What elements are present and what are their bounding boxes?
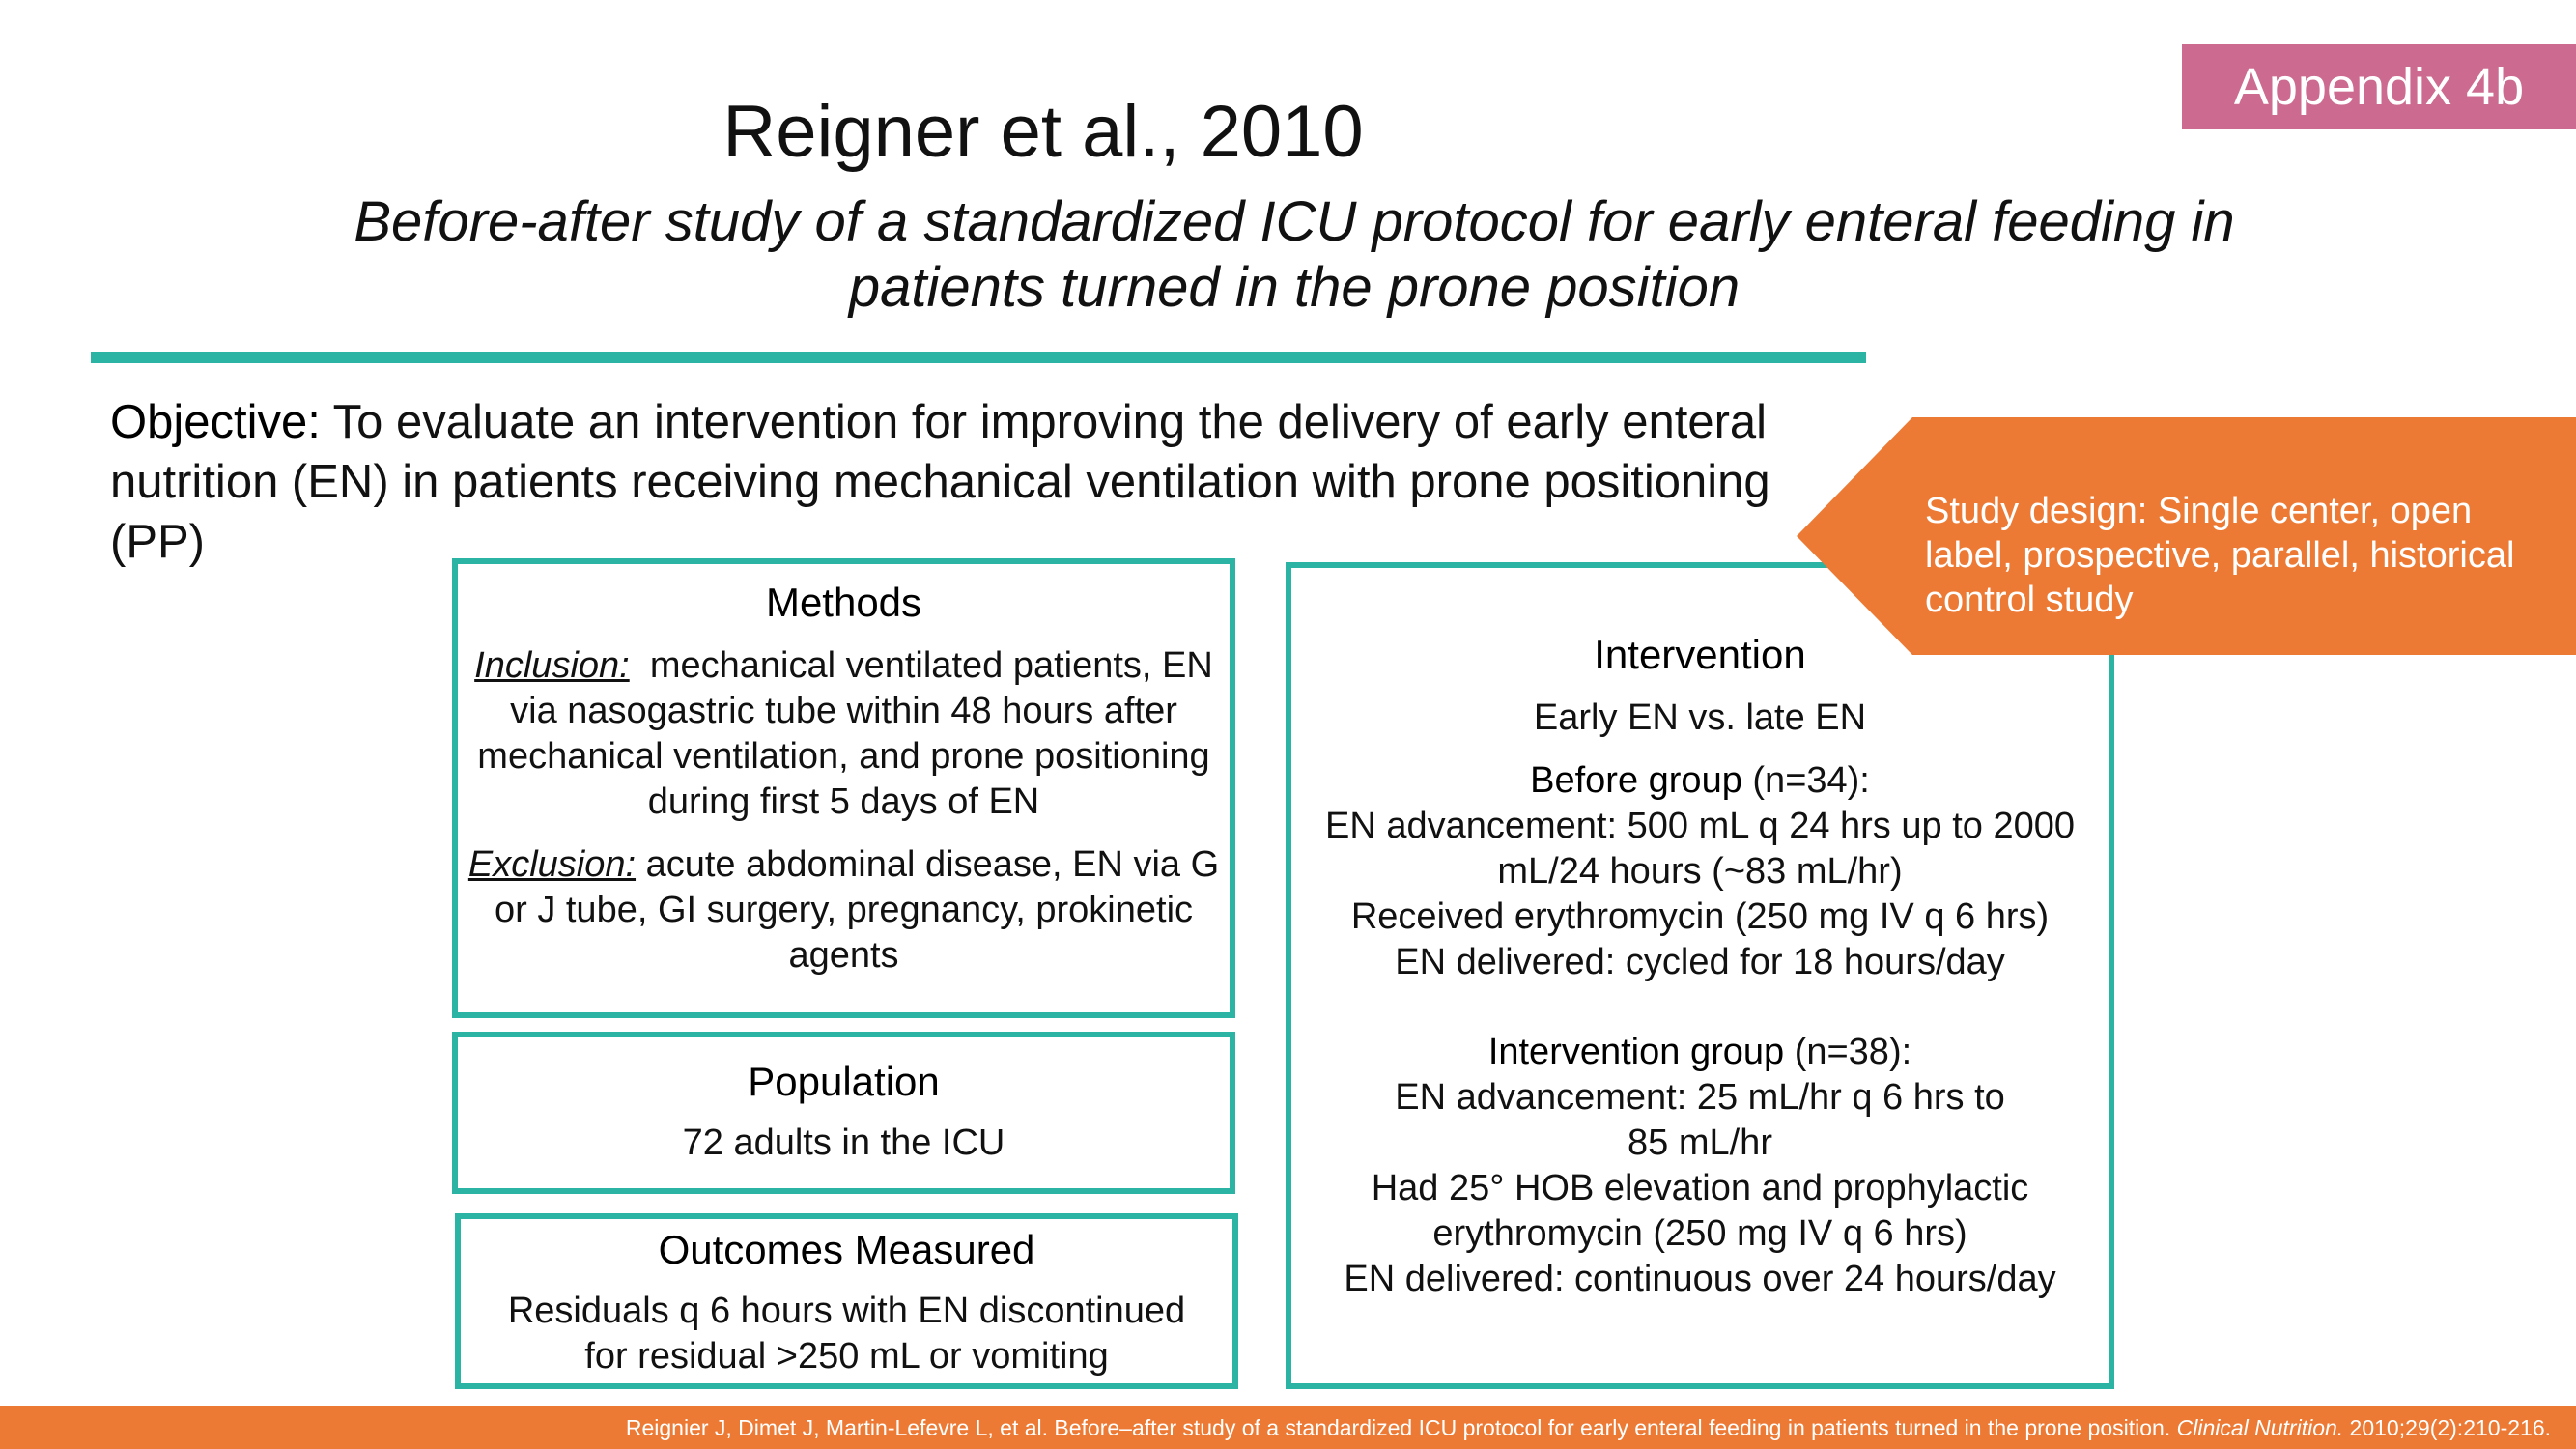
before-line: EN delivered: cycled for 18 hours/day [1395, 942, 2005, 982]
intervention-comparison: Early EN vs. late EN [1533, 697, 1867, 738]
study-design-label: Study design [1925, 491, 2137, 531]
intervention-line: EN delivered: continuous over 24 hours/d… [1344, 1259, 2056, 1299]
page-title: Reigner et al., 2010 [722, 91, 1364, 173]
intervention-heading: Intervention [1594, 632, 1806, 677]
study-design-arrow [1797, 417, 2576, 655]
outcomes-line-1: Residuals q 6 hours with EN discontinued [507, 1291, 1186, 1331]
intervention-box: Intervention Early EN vs. late EN Before… [1286, 562, 2114, 1389]
subtitle-line-1: Before-after study of a standardized ICU… [354, 190, 2235, 253]
outcomes-box: Outcomes Measured Residuals q 6 hours wi… [455, 1213, 1238, 1389]
population-box: Population 72 adults in the ICU [452, 1032, 1235, 1194]
objective-body: To evaluate an intervention for improvin… [110, 396, 1770, 568]
citation-details: 2010;29(2):210-216. [2343, 1415, 2551, 1440]
citation-footer: Reignier J, Dimet J, Martin-Lefevre L, e… [0, 1406, 2576, 1449]
intervention-line: EN advancement: 25 mL/hr q 6 hrs to [1395, 1077, 2005, 1118]
intervention-group-n: (n=38): [1784, 1032, 1912, 1072]
title-divider [91, 352, 1866, 363]
before-line: Received erythromycin (250 mg IV q 6 hrs… [1350, 896, 2050, 937]
intervention-group-label: Intervention group [1487, 1032, 1785, 1072]
subtitle-line-2: patients turned in the prone position [848, 256, 1741, 319]
study-design-text: Study design: Single center, open label,… [1925, 489, 2553, 622]
exclusion-criteria: Exclusion: acute abdominal disease, EN v… [458, 842, 1230, 979]
citation-journal: Clinical Nutrition. [2176, 1415, 2344, 1440]
objective-label: Objective: [110, 396, 321, 448]
intervention-line: Had 25° HOB elevation and prophylactic [1371, 1168, 2029, 1208]
outcomes-heading: Outcomes Measured [658, 1227, 1035, 1272]
inclusion-text: mechanical ventilated patients, EN via n… [477, 645, 1224, 822]
outcomes-line-2: for residual >250 mL or vomiting [584, 1336, 1109, 1377]
citation-text: Reignier J, Dimet J, Martin-Lefevre L, e… [625, 1415, 2177, 1440]
page-subtitle: Before-after study of a standardized ICU… [193, 189, 2395, 321]
before-group-n: (n=34): [1741, 760, 1870, 801]
intervention-line: 85 mL/hr [1628, 1122, 1772, 1163]
appendix-badge: Appendix 4b [2182, 44, 2576, 129]
before-line: mL/24 hours (~83 mL/hr) [1497, 851, 1903, 892]
intervention-line: erythromycin (250 mg IV q 6 hrs) [1432, 1213, 1967, 1254]
intervention-group-header: Intervention group (n=38): [1291, 1030, 2109, 1075]
population-text: 72 adults in the ICU [682, 1122, 1005, 1163]
population-heading: Population [748, 1059, 940, 1104]
inclusion-criteria: Inclusion: mechanical ventilated patient… [458, 643, 1230, 825]
intervention-group: Intervention group (n=38): EN advancemen… [1291, 1030, 2109, 1302]
methods-box: Methods Inclusion: mechanical ventilated… [452, 558, 1235, 1018]
outcomes-text: Residuals q 6 hours with EN discontinued… [461, 1289, 1232, 1379]
exclusion-label: Exclusion: [467, 844, 637, 885]
before-group-header: Before group (n=34): [1291, 758, 2109, 804]
before-group-label: Before group [1530, 760, 1742, 801]
inclusion-label: Inclusion: [474, 645, 630, 686]
objective-text: Objective: To evaluate an intervention f… [110, 392, 1810, 572]
before-group: Before group (n=34): EN advancement: 500… [1291, 758, 2109, 985]
exclusion-text: acute abdominal disease, EN via G or J t… [494, 844, 1230, 976]
study-design-body: : Single center, open label, prospective… [1925, 491, 2515, 620]
before-line: EN advancement: 500 mL q 24 hrs up to 20… [1325, 806, 2075, 846]
methods-heading: Methods [765, 580, 922, 625]
